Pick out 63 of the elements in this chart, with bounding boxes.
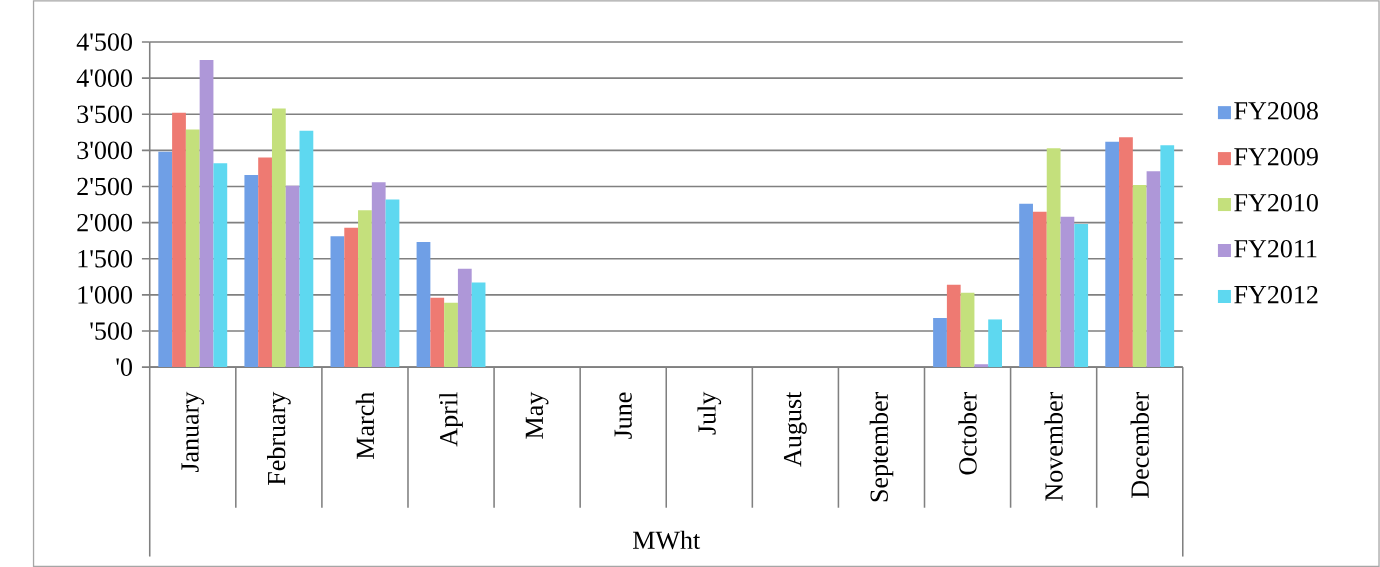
bar (988, 319, 1002, 367)
x-tick-label: March (355, 391, 375, 459)
y-tick-label: 3'000 (77, 141, 132, 159)
bar (285, 185, 300, 367)
y-tick-label: 2'000 (77, 213, 132, 232)
bar (1019, 203, 1033, 367)
bar (271, 108, 286, 367)
y-tick-label: '500 (90, 322, 132, 340)
x-tick-label: December (1130, 391, 1149, 498)
bar (371, 182, 386, 367)
bar (385, 199, 400, 367)
x-tick-label: May (525, 391, 549, 439)
y-tick-label: 2'500 (77, 177, 132, 196)
x-tick-label: June (614, 392, 632, 439)
bar (1060, 216, 1075, 367)
bar (457, 268, 472, 367)
bar (1074, 223, 1089, 367)
bar (471, 282, 486, 367)
bar (258, 157, 272, 367)
bar (172, 112, 186, 367)
bar (358, 210, 372, 367)
y-tick-label: 1'500 (78, 249, 132, 268)
x-tick-label: November (1044, 391, 1063, 501)
legend-label: FY2010 (1234, 193, 1318, 212)
x-tick-label: October (958, 391, 977, 475)
bar (213, 163, 228, 367)
y-tick-label: 4'000 (76, 69, 132, 87)
x-tick-label: September (869, 391, 894, 502)
bar (1032, 211, 1047, 367)
bar (330, 236, 345, 367)
y-tick-label: '0 (116, 358, 132, 376)
bar (946, 284, 961, 367)
x-axis-title: MWht (633, 530, 701, 550)
bar (416, 241, 431, 367)
x-tick-label: April (439, 392, 463, 447)
bar (185, 129, 200, 367)
bar (933, 317, 947, 367)
y-tick-label: 3'500 (77, 105, 132, 123)
legend-label: FY2011 (1234, 239, 1317, 258)
bar (1119, 137, 1133, 367)
bar (299, 130, 314, 367)
x-tick-label: February (267, 391, 291, 485)
bar (199, 59, 214, 367)
bar (244, 174, 259, 367)
y-tick-label: 4'500 (76, 33, 132, 51)
bar (1160, 145, 1175, 367)
bar (444, 302, 458, 367)
legend-label: FY2009 (1234, 147, 1318, 166)
bar (344, 227, 359, 367)
bar (1132, 184, 1147, 367)
x-tick-label: January (181, 391, 205, 472)
bar (430, 297, 445, 367)
bar (974, 364, 989, 367)
bar (1105, 141, 1120, 367)
x-tick-label: July (697, 391, 722, 435)
x-tick-label: August (783, 391, 807, 467)
bar (1146, 171, 1161, 367)
legend-label: FY2008 (1234, 101, 1318, 120)
y-tick-label: 1'000 (78, 285, 132, 304)
bar (960, 292, 975, 367)
bar (158, 151, 173, 367)
legend-label: FY2012 (1234, 285, 1318, 304)
bar (1046, 148, 1061, 367)
